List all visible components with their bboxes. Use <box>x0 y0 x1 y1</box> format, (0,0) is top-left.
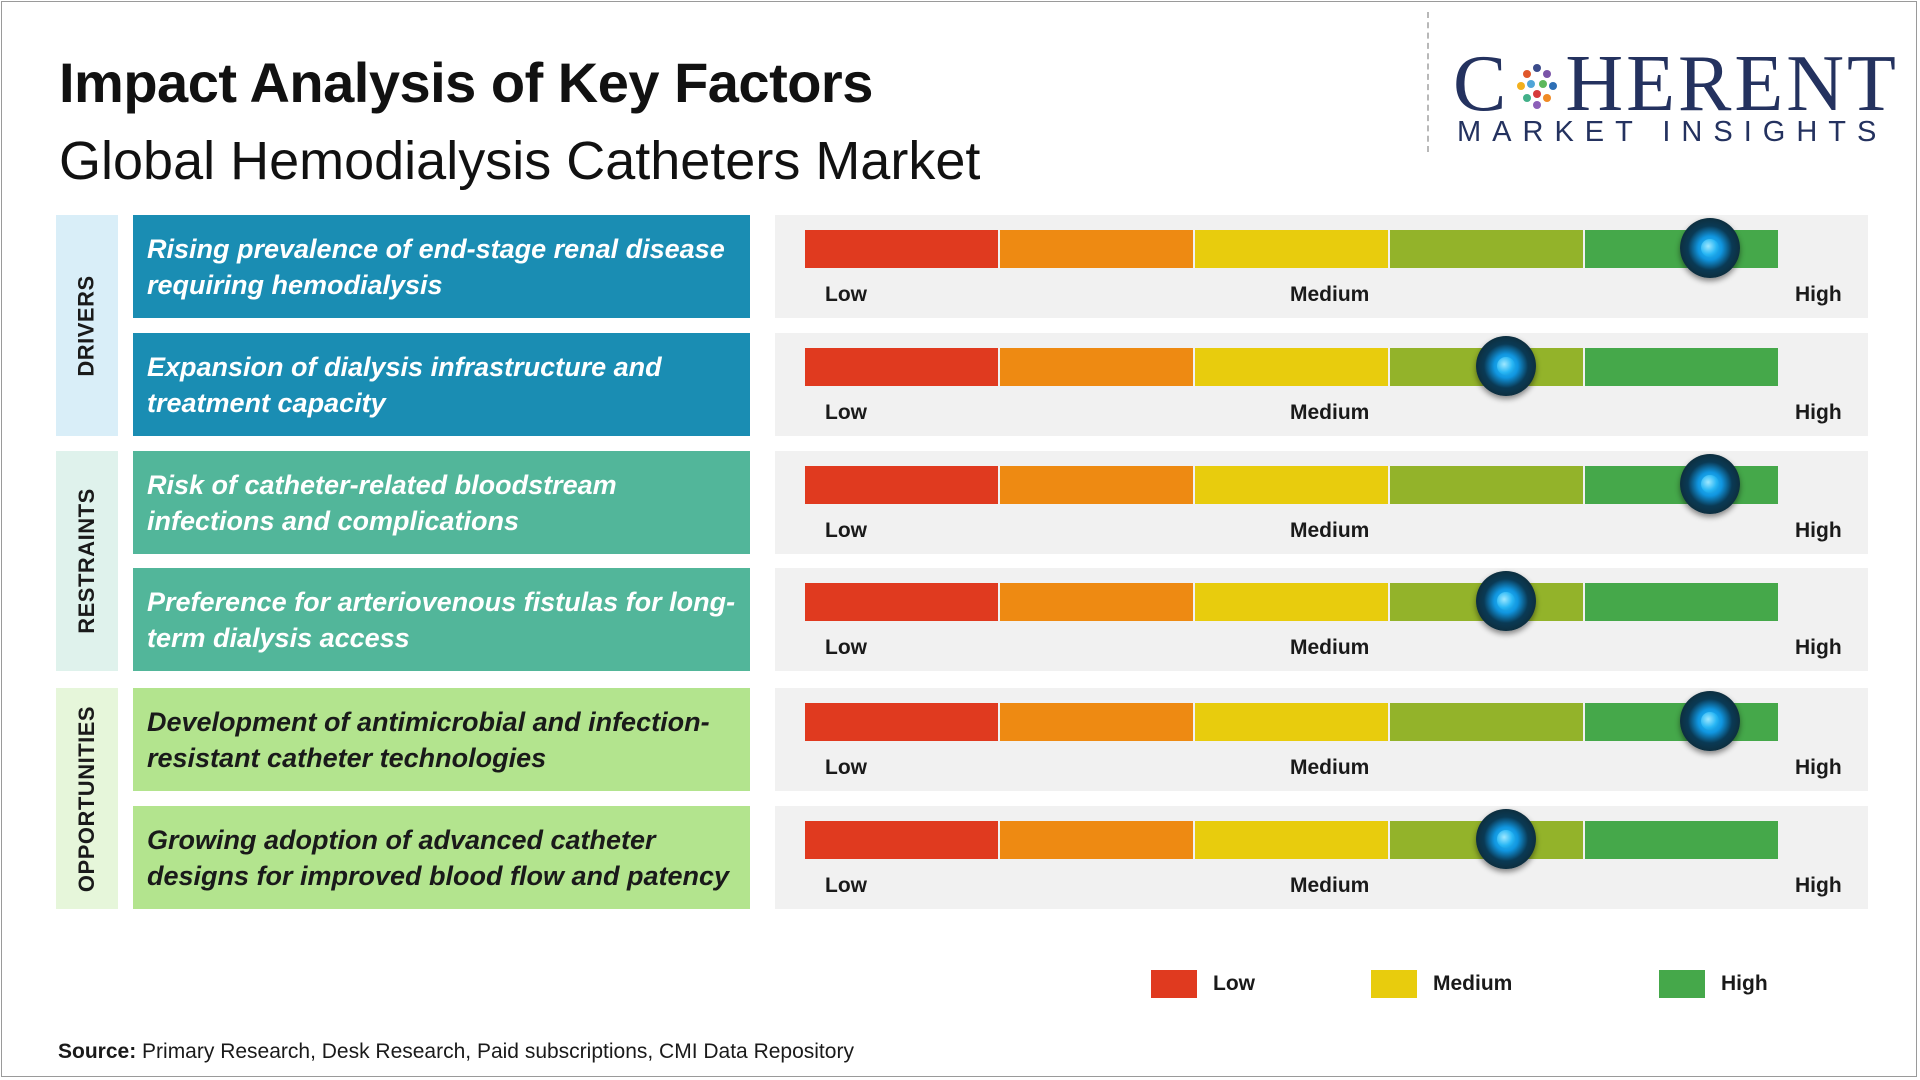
gauge-segment <box>1000 703 1193 741</box>
gauge-segment <box>1585 821 1778 859</box>
logo-tagline: MARKET INSIGHTS <box>1457 116 1888 148</box>
impact-level-knob <box>1475 336 1536 396</box>
logo-divider <box>1427 12 1429 152</box>
scale-label-medium: Medium <box>1290 636 1370 659</box>
gauge-segment <box>1000 821 1193 859</box>
scale-label-low: Low <box>825 756 867 779</box>
scale-label-high: High <box>1795 519 1842 542</box>
impact-level-knob <box>1679 218 1740 278</box>
legend-label: Low <box>1213 972 1255 995</box>
impact-gauge: Low Medium High <box>775 215 1868 318</box>
impact-level-knob <box>1475 809 1536 869</box>
legend-swatch <box>1371 970 1417 998</box>
impact-level-knob <box>1679 454 1740 514</box>
category-label: RESTRAINTS <box>74 488 99 634</box>
category-label: DRIVERS <box>74 274 100 377</box>
source-text: Primary Research, Desk Research, Paid su… <box>136 1040 854 1063</box>
gauge-segment <box>805 230 998 268</box>
gauge-bar <box>805 348 1778 386</box>
logo-text-left: C <box>1453 40 1510 128</box>
gauge-segment <box>1390 466 1583 504</box>
scale-label-medium: Medium <box>1290 401 1370 424</box>
factor-label: Expansion of dialysis infrastructure and… <box>133 333 750 436</box>
factor-label: Development of antimicrobial and infecti… <box>133 688 750 791</box>
gauge-segment <box>1000 466 1193 504</box>
gauge-segment <box>1390 703 1583 741</box>
gauge-segment <box>805 703 998 741</box>
factor-label: Preference for arteriovenous fistulas fo… <box>133 568 750 671</box>
legend-label: High <box>1721 972 1768 995</box>
category-restraints: RESTRAINTS <box>56 451 118 671</box>
scale-label-high: High <box>1795 283 1842 306</box>
scale-label-medium: Medium <box>1290 874 1370 897</box>
source-prefix: Source: <box>58 1040 137 1063</box>
logo-text-right: HERENT <box>1565 40 1899 128</box>
scale-label-medium: Medium <box>1290 519 1370 542</box>
gauge-bar <box>805 703 1778 741</box>
impact-gauge: Low Medium High <box>775 568 1868 671</box>
impact-gauge: Low Medium High <box>775 688 1868 791</box>
impact-level-knob <box>1679 691 1740 751</box>
scale-label-low: Low <box>825 874 867 897</box>
impact-gauge: Low Medium High <box>775 806 1868 909</box>
gauge-segment <box>1195 703 1388 741</box>
impact-level-knob <box>1475 571 1536 631</box>
gauge-segment <box>805 821 998 859</box>
category-label: OPPORTUNITIES <box>74 705 99 892</box>
gauge-segment <box>805 466 998 504</box>
source-note: Source: Primary Research, Desk Research,… <box>58 1040 854 1064</box>
gauge-segment <box>1000 583 1193 621</box>
gauge-bar <box>805 821 1778 859</box>
scale-label-high: High <box>1795 401 1842 424</box>
legend-swatch <box>1659 970 1705 998</box>
legend-label: Medium <box>1433 972 1513 995</box>
gauge-segment <box>1195 348 1388 386</box>
gauge-segment <box>1000 348 1193 386</box>
scale-label-high: High <box>1795 636 1842 659</box>
logo-dot-grid-icon <box>1517 64 1558 109</box>
gauge-segment <box>1000 230 1193 268</box>
gauge-segment <box>805 583 998 621</box>
gauge-bar <box>805 583 1778 621</box>
gauge-segment <box>1390 230 1583 268</box>
scale-label-low: Low <box>825 636 867 659</box>
chart-title: Impact Analysis of Key Factors <box>59 51 873 114</box>
category-drivers: DRIVERS <box>56 215 118 436</box>
gauge-segment <box>1585 348 1778 386</box>
category-opportunities: OPPORTUNITIES <box>56 688 118 909</box>
scale-label-medium: Medium <box>1290 756 1370 779</box>
scale-label-low: Low <box>825 283 867 306</box>
scale-label-high: High <box>1795 874 1842 897</box>
factor-label: Growing adoption of advanced catheter de… <box>133 806 750 909</box>
impact-gauge: Low Medium High <box>775 451 1868 554</box>
scale-label-low: Low <box>825 519 867 542</box>
gauge-segment <box>1585 583 1778 621</box>
legend-swatch <box>1151 970 1197 998</box>
scale-label-low: Low <box>825 401 867 424</box>
gauge-bar <box>805 230 1778 268</box>
scale-label-medium: Medium <box>1290 283 1370 306</box>
gauge-segment <box>1195 821 1388 859</box>
gauge-segment <box>1195 466 1388 504</box>
gauge-segment <box>1195 230 1388 268</box>
chart-subtitle: Global Hemodialysis Catheters Market <box>59 131 981 191</box>
gauge-bar <box>805 466 1778 504</box>
gauge-segment <box>1195 583 1388 621</box>
gauge-segment <box>805 348 998 386</box>
impact-gauge: Low Medium High <box>775 333 1868 436</box>
factor-label: Rising prevalence of end-stage renal dis… <box>133 215 750 318</box>
factor-label: Risk of catheter-related bloodstream inf… <box>133 451 750 554</box>
scale-label-high: High <box>1795 756 1842 779</box>
company-logo: C HERENT <box>1453 44 1899 124</box>
